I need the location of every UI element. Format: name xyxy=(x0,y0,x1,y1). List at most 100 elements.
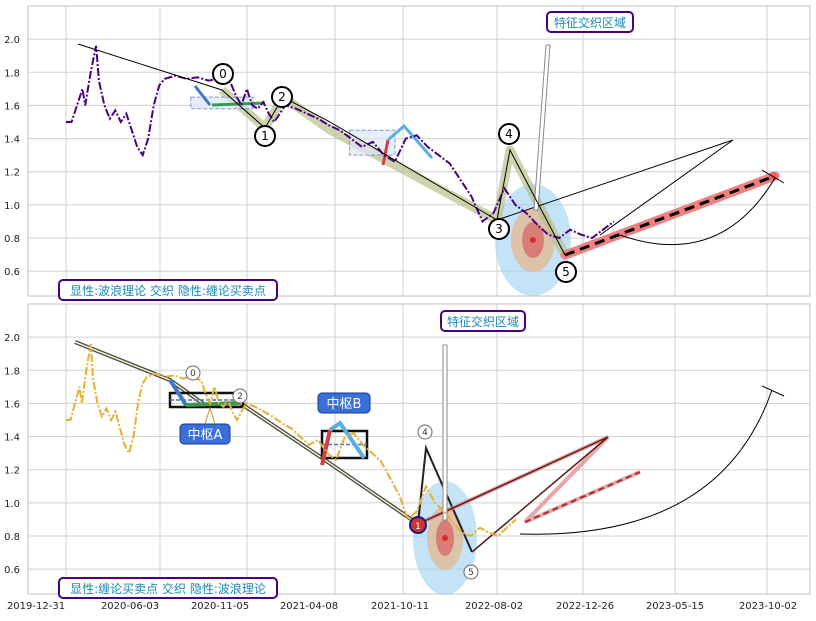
wave-point-4: 4 xyxy=(498,123,520,145)
bottom-legend-box: 显性:缠论买卖点 交织 隐性:波浪理论 xyxy=(58,577,278,599)
wave-point-0: 0 xyxy=(185,365,201,381)
pivot-label-text: 中枢A xyxy=(188,428,223,443)
bottom-annotation-text: 特征交织区域 xyxy=(447,314,519,329)
y-tick-label: 2.0 xyxy=(4,333,20,344)
pivot-label-box xyxy=(317,392,371,414)
segment-blue xyxy=(193,85,212,106)
top-annotation-text: 特征交织区域 xyxy=(554,15,626,30)
y-tick-label: 0.8 xyxy=(4,234,20,245)
top-y-ticks: 0.6 0.8 1.0 1.2 1.4 1.6 1.8 2.0 xyxy=(4,35,20,278)
top-price-series xyxy=(66,45,615,240)
y-tick-label: 1.6 xyxy=(4,101,20,112)
top-legend-text: 显性:波浪理论 交织 隐性:缠论买卖点 xyxy=(70,283,266,298)
wave-point-3: 3 xyxy=(488,218,510,240)
projection-arc xyxy=(519,389,773,535)
y-tick-label: 0.8 xyxy=(4,532,20,543)
y-tick-label: 1.6 xyxy=(4,399,20,410)
y-tick-label: 2.0 xyxy=(4,35,20,46)
wave-point-label: 0 xyxy=(190,369,196,379)
x-tick-label: 2023-05-15 xyxy=(646,601,704,612)
projection-tick xyxy=(761,385,785,397)
y-tick-label: 1.2 xyxy=(4,466,20,477)
wave-point-0: 0 xyxy=(212,63,234,85)
bottom-panel: 0.6 0.8 1.0 1.2 1.4 1.6 1.8 2.0 2019-12-31 2020-… xyxy=(4,303,811,612)
y-tick-label: 1.8 xyxy=(4,366,20,377)
wave-point-label: 1 xyxy=(261,129,269,143)
wave-point-circle xyxy=(555,261,577,283)
x-tick-label: 2022-12-26 xyxy=(556,601,614,612)
y-tick-label: 1.8 xyxy=(4,68,20,79)
y-tick-label: 1.0 xyxy=(4,499,20,510)
segment-red xyxy=(320,429,332,466)
wave-point-1: 1 xyxy=(254,125,276,147)
wave-point-label: 0 xyxy=(219,67,227,81)
bottom-annotation-box: 特征交织区域 xyxy=(440,310,526,332)
wave-point-circle xyxy=(232,388,248,404)
intersection-dot xyxy=(442,535,448,541)
bottom-decorations: 中枢A 中枢B xyxy=(74,340,785,595)
callout-arrow xyxy=(442,344,448,521)
wave-point-label: 3 xyxy=(495,222,503,236)
y-tick-label: 1.2 xyxy=(4,168,20,179)
projection-dashed xyxy=(524,471,641,523)
wave-point-label: 4 xyxy=(422,428,428,438)
top-wave-points: 0 1 2 3 4 5 xyxy=(212,63,577,283)
segment-lightblue xyxy=(387,123,434,159)
segment-red xyxy=(381,139,390,166)
segment-lightblue xyxy=(328,420,366,460)
pivot-label-text: 中枢B xyxy=(327,397,362,412)
y-tick-label: 0.6 xyxy=(4,267,20,278)
wave-point-5: 5 xyxy=(463,564,479,580)
projection-line xyxy=(564,174,776,257)
bottom-price-series xyxy=(66,343,517,538)
wave-point-label: 4 xyxy=(505,127,513,141)
top-wave-line xyxy=(77,43,566,256)
segment-blue xyxy=(168,378,188,407)
wave-point-circle xyxy=(488,218,510,240)
wave-point-label: 5 xyxy=(562,265,570,279)
wave-point-label: 5 xyxy=(468,568,474,578)
projection-arc xyxy=(619,177,776,246)
wave-point-circle xyxy=(271,86,293,108)
callout-arrow xyxy=(533,44,551,211)
y-tick-label: 1.4 xyxy=(4,135,20,146)
projection-thin xyxy=(496,139,734,236)
wave-point-2: 2 xyxy=(232,388,248,404)
bottom-wave-points: 0 2 4 5 1 xyxy=(185,365,479,580)
wave-point-label: 2 xyxy=(237,392,243,402)
top-annotation-box: 特征交织区域 xyxy=(546,11,634,33)
wave-point-circle xyxy=(498,123,520,145)
x-tick-label: 2020-11-05 xyxy=(191,601,249,612)
x-tick-label: 2021-04-08 xyxy=(280,601,338,612)
wave-point-circle xyxy=(212,63,234,85)
x-tick-label: 2021-10-11 xyxy=(371,601,429,612)
pivot-label-0: 中枢A xyxy=(179,423,231,445)
intersection-dot xyxy=(530,237,536,243)
y-tick-label: 1.4 xyxy=(4,433,20,444)
y-tick-label: 0.6 xyxy=(4,565,20,576)
projection-tick xyxy=(761,169,785,184)
bottom-legend-text: 显性:缠论买卖点 交织 隐性:波浪理论 xyxy=(70,581,266,596)
x-tick-label: 2019-12-31 xyxy=(7,601,65,612)
y-tick-label: 1.0 xyxy=(4,201,20,212)
wave-point-circle xyxy=(254,125,276,147)
wave-point-label: 2 xyxy=(278,90,286,104)
wave-point-4: 4 xyxy=(417,424,433,440)
buy-point-label: 1 xyxy=(415,522,421,532)
top-panel: 0.6 0.8 1.0 1.2 1.4 1.6 1.8 2.0 0 1 2 3 4 5 特征交织区域 显… xyxy=(4,5,811,301)
segment-green xyxy=(185,401,241,407)
bottom-y-ticks: 0.6 0.8 1.0 1.2 1.4 1.6 1.8 2.0 xyxy=(4,333,20,576)
bottom-x-ticks: 2019-12-31 2020-06-03 2020-11-05 2021-04-08… xyxy=(7,601,797,612)
wave-point-5: 5 xyxy=(555,261,577,283)
pivot-label-1: 中枢B xyxy=(317,392,371,414)
wave-point-2: 2 xyxy=(271,86,293,108)
wave-point-circle xyxy=(463,564,479,580)
wave-point-1: 1 xyxy=(409,516,427,534)
x-tick-label: 2022-08-02 xyxy=(465,601,523,612)
projection-zigzag xyxy=(417,436,609,553)
top-legend-box: 显性:波浪理论 交织 隐性:缠论买卖点 xyxy=(58,279,278,301)
wave-point-circle xyxy=(417,424,433,440)
top-plot-frame xyxy=(27,5,811,297)
